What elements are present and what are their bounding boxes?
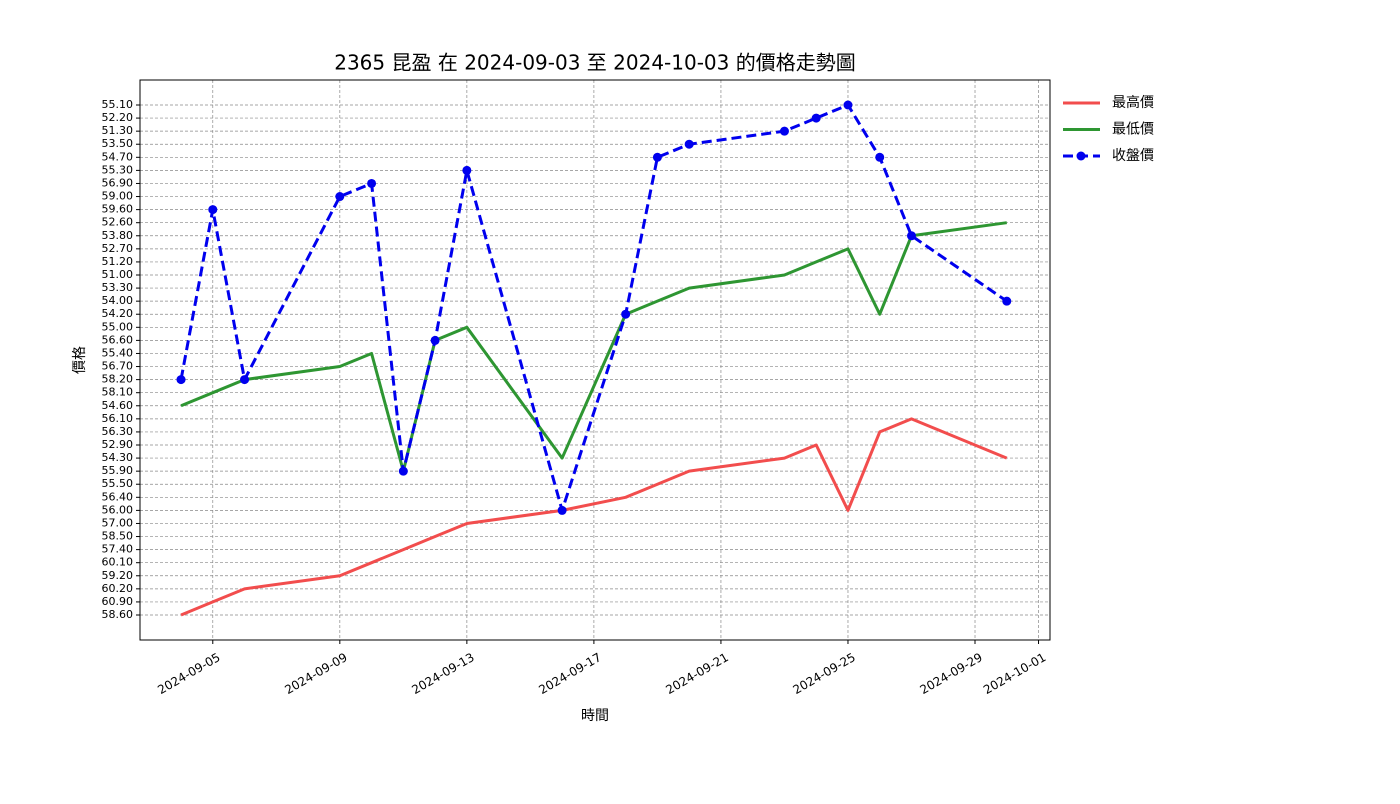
y-tick-label: 52.60 xyxy=(102,216,134,229)
y-tick-label: 58.60 xyxy=(102,608,134,621)
point xyxy=(779,126,789,136)
series-line xyxy=(180,221,1007,473)
y-tick-label: 59.00 xyxy=(102,190,134,203)
y-tick-label: 60.10 xyxy=(102,556,134,569)
y-tick-label: 56.00 xyxy=(102,503,134,516)
y-tick-label: 53.80 xyxy=(102,229,134,242)
y-tick-label: 55.40 xyxy=(102,346,134,359)
point xyxy=(906,231,916,241)
x-tick-label: 2024-09-17 xyxy=(536,650,603,697)
y-tick-label: 55.30 xyxy=(102,163,134,176)
y-tick-label: 54.00 xyxy=(102,294,134,307)
point xyxy=(843,100,853,110)
x-tick-label: 2024-09-13 xyxy=(409,650,476,697)
y-tick-label: 56.90 xyxy=(102,176,134,189)
point xyxy=(684,139,694,149)
x-tick-label: 2024-09-09 xyxy=(282,650,349,697)
y-tick-label: 54.30 xyxy=(102,451,134,464)
y-tick-label: 60.20 xyxy=(102,582,134,595)
y-tick-label: 56.10 xyxy=(102,412,134,425)
y-tick-label: 58.50 xyxy=(102,530,134,543)
point xyxy=(398,466,408,476)
y-tick-label: 54.70 xyxy=(102,150,134,163)
y-tick-label: 51.20 xyxy=(102,255,134,268)
y-tick-label: 59.20 xyxy=(102,569,134,582)
y-tick-label: 52.20 xyxy=(102,111,134,124)
y-tick-label: 55.10 xyxy=(102,98,134,111)
x-tick-label: 2024-09-25 xyxy=(790,650,857,697)
point xyxy=(208,205,218,215)
y-tick-label: 56.40 xyxy=(102,490,134,503)
chart-title: 2365 昆盈 在 2024-09-03 至 2024-10-03 的價格走勢圖 xyxy=(334,51,856,75)
x-tick-label: 2024-09-29 xyxy=(918,650,985,697)
series-line xyxy=(180,417,1008,617)
point xyxy=(462,165,472,175)
legend-label: 最高價 xyxy=(1112,94,1154,111)
y-tick-label: 54.60 xyxy=(102,399,134,412)
plot-frame xyxy=(139,79,1051,641)
y-tick-label: 55.50 xyxy=(102,477,134,490)
legend-marker xyxy=(1076,151,1086,161)
y-tick-label: 54.20 xyxy=(102,307,134,320)
y-tick-label: 60.90 xyxy=(102,595,134,608)
point xyxy=(875,152,885,162)
series-line xyxy=(179,103,1008,512)
y-tick-label: 53.50 xyxy=(102,137,134,150)
point xyxy=(430,335,440,345)
x-tick-label: 2024-10-01 xyxy=(981,650,1048,697)
legend-label: 最低價 xyxy=(1112,121,1154,138)
point xyxy=(652,152,662,162)
y-tick-label: 53.30 xyxy=(102,281,134,294)
x-axis-label: 時間 xyxy=(581,708,609,724)
y-tick-label: 52.70 xyxy=(102,242,134,255)
y-tick-label: 56.70 xyxy=(102,360,134,373)
y-tick-label: 55.90 xyxy=(102,464,134,477)
point xyxy=(240,375,250,385)
y-tick-label: 52.90 xyxy=(102,438,134,451)
y-tick-label: 59.60 xyxy=(102,203,134,216)
y-tick-label: 55.00 xyxy=(102,320,134,333)
point xyxy=(367,178,377,188)
y-tick-label: 56.30 xyxy=(102,425,134,438)
y-tick-label: 57.00 xyxy=(102,516,134,529)
y-tick-label: 51.00 xyxy=(102,268,134,281)
point xyxy=(1002,296,1012,306)
point xyxy=(811,113,821,123)
point xyxy=(557,505,567,515)
point xyxy=(176,375,186,385)
y-tick-label: 56.60 xyxy=(102,333,134,346)
legend-label: 收盤價 xyxy=(1112,147,1154,164)
x-tick-label: 2024-09-21 xyxy=(663,650,730,697)
x-tick-label: 2024-09-05 xyxy=(155,650,222,697)
point xyxy=(621,309,631,319)
y-tick-label: 51.30 xyxy=(102,124,134,137)
point xyxy=(335,192,345,202)
y-axis-label: 價格 xyxy=(71,346,88,374)
y-tick-label: 57.40 xyxy=(102,543,134,556)
y-tick-label: 58.20 xyxy=(102,373,134,386)
y-tick-label: 58.10 xyxy=(102,386,134,399)
